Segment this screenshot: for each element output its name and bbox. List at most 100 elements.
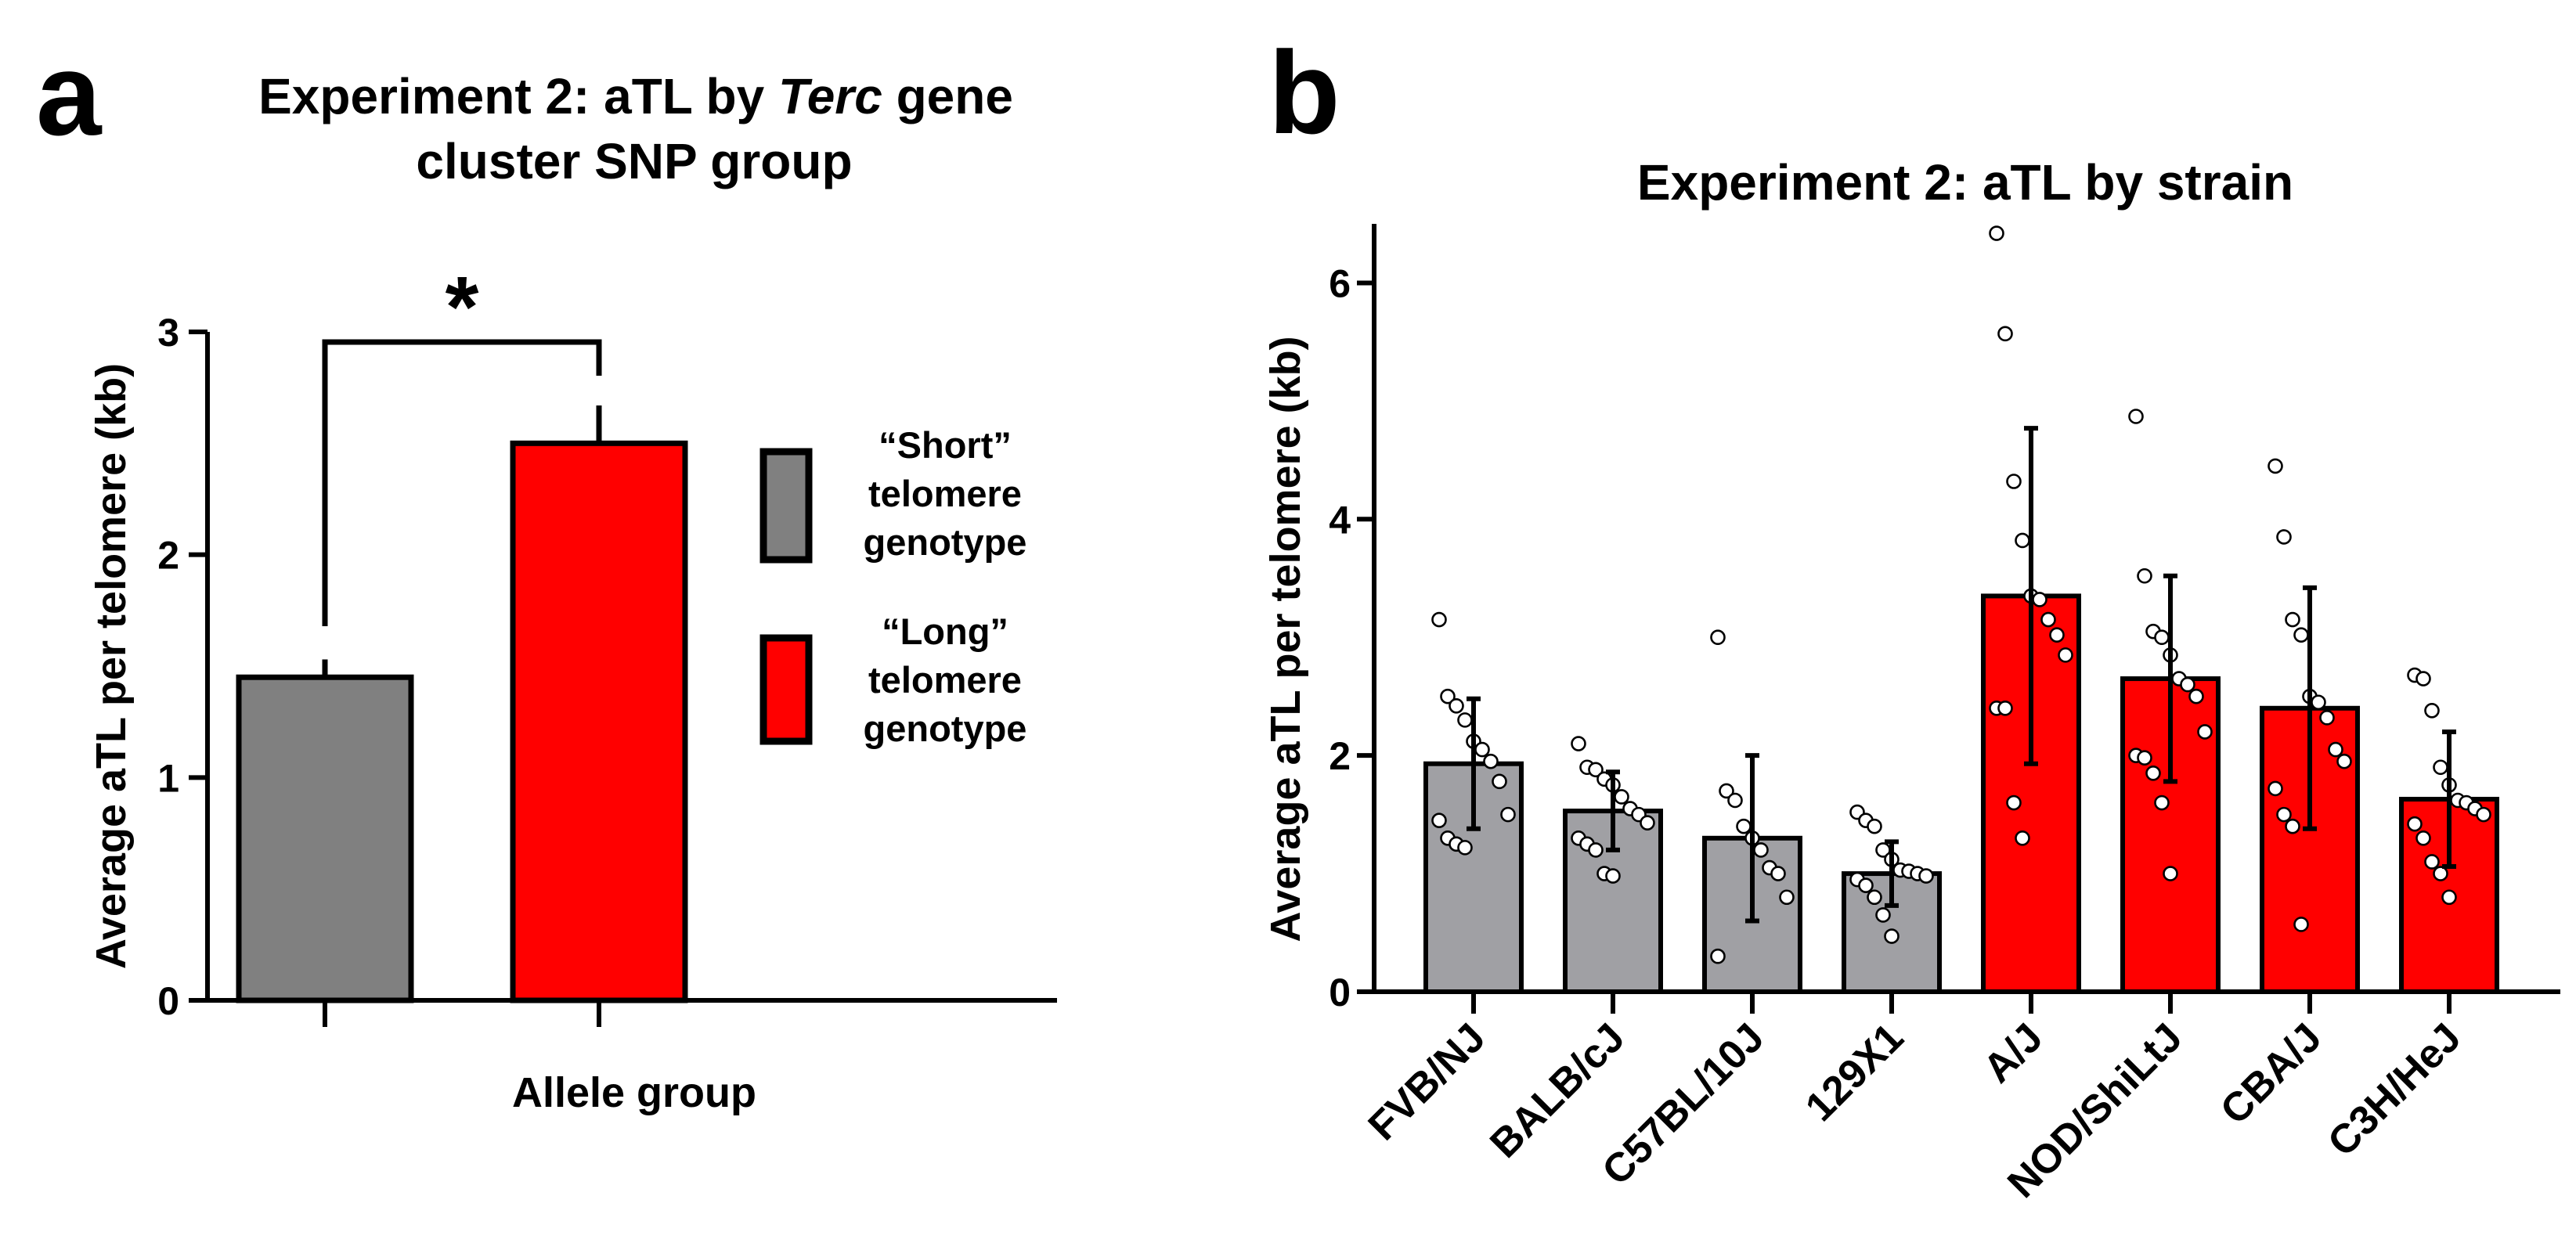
y-tick-label: 0 — [1329, 971, 1351, 1014]
data-point — [2188, 688, 2204, 704]
x-tick-label: FVB/NJ — [1360, 1014, 1495, 1149]
x-tick-label: A/J — [1975, 1014, 2051, 1091]
y-tick-label: 1 — [157, 756, 179, 800]
data-point — [2006, 794, 2022, 811]
legend-label-long: genotype — [864, 708, 1027, 749]
data-point — [2415, 671, 2431, 686]
data-point — [1997, 326, 2013, 342]
legend-label-short: telomere — [868, 473, 1022, 514]
data-point — [1457, 712, 1473, 728]
data-point — [2476, 806, 2491, 823]
data-point — [2040, 611, 2056, 628]
data-point — [2424, 703, 2440, 719]
data-point — [2049, 627, 2065, 643]
data-point — [1719, 783, 1734, 799]
data-point — [2058, 647, 2073, 663]
data-point — [1779, 889, 1795, 906]
data-point — [1858, 877, 1874, 893]
legend-swatch-short — [759, 448, 813, 564]
panel-b-label: b — [1268, 27, 1340, 158]
data-point — [1440, 688, 1456, 704]
panel-a-chart: 0 1 2 3 Average aTL per telomere (kb) Allele … — [88, 259, 1057, 1116]
data-point — [1736, 818, 1752, 834]
data-point — [1753, 842, 1769, 858]
data-point — [2128, 409, 2144, 424]
legend-label-long: “Long” — [882, 611, 1008, 652]
data-point — [1640, 815, 1655, 830]
data-point — [1431, 812, 1447, 828]
panel-a-legend: “Short” telomere genotype “Long” telomere gen… — [759, 424, 1027, 749]
data-point — [1474, 741, 1490, 758]
data-point — [2407, 816, 2423, 832]
panel-b-title: Experiment 2: aTL by strain — [1637, 154, 2293, 211]
legend-label-short: “Short” — [879, 424, 1012, 466]
data-point — [2006, 474, 2022, 489]
x-axis-label: Allele group — [512, 1069, 756, 1116]
y-axis-label: Average aTL per telomere (kb) — [1262, 336, 1309, 942]
data-point — [2285, 818, 2300, 834]
legend-swatch-long — [759, 634, 813, 745]
data-point — [2268, 458, 2283, 474]
data-point — [1449, 697, 1464, 714]
data-point — [2441, 889, 2457, 906]
y-tick-label: 0 — [157, 979, 179, 1023]
data-point — [2154, 794, 2170, 811]
data-point — [1500, 806, 1516, 823]
data-point — [2276, 529, 2292, 545]
data-point — [2015, 532, 2030, 549]
data-point — [2433, 759, 2448, 776]
data-point — [2415, 830, 2431, 846]
y-tick-label: 2 — [157, 534, 179, 578]
y-tick-label: 6 — [1329, 261, 1351, 305]
panel-a-title-line1: Experiment 2: aTL by Terc gene — [258, 68, 1013, 124]
panel-a-title-line2: cluster SNP group — [416, 133, 852, 189]
data-point — [2163, 866, 2178, 881]
data-point — [2336, 753, 2352, 769]
data-point — [2137, 567, 2152, 584]
data-point — [2311, 694, 2326, 711]
data-point — [2145, 765, 2161, 781]
data-point — [1867, 818, 1882, 834]
bar-long — [510, 440, 688, 1003]
data-point — [1588, 762, 1604, 778]
significance-marker: * — [446, 259, 479, 355]
x-tick-label: CBA/J — [2212, 1014, 2330, 1133]
data-point — [2154, 629, 2170, 646]
data-point — [1770, 866, 1786, 881]
significance-bracket — [322, 339, 602, 626]
x-tick-label: 129X1 — [1797, 1014, 1912, 1130]
data-point — [1483, 753, 1499, 769]
legend-label-long: telomere — [868, 659, 1022, 701]
y-tick-label: 2 — [1329, 734, 1351, 778]
data-point — [2032, 592, 2047, 607]
y-tick-label: 3 — [157, 311, 179, 355]
data-point — [2319, 710, 2335, 726]
y-axis-label: Average aTL per telomere (kb) — [88, 363, 135, 969]
data-point — [1997, 700, 2013, 716]
bar-short — [236, 674, 414, 1003]
data-point — [2424, 854, 2440, 870]
data-point — [1989, 225, 2004, 241]
data-point — [2293, 917, 2309, 932]
data-point — [2276, 806, 2292, 823]
data-point — [2328, 741, 2343, 758]
data-point — [1710, 948, 1726, 964]
data-point — [1884, 928, 1900, 944]
panel-a-label: a — [36, 28, 103, 160]
data-point — [1918, 868, 1934, 884]
y-tick-label: 4 — [1329, 498, 1351, 542]
data-point — [1431, 611, 1447, 628]
x-tick-label: C3H/HeJ — [2319, 1014, 2470, 1165]
data-point — [2180, 676, 2195, 693]
data-point — [1605, 868, 1621, 884]
data-point — [2197, 724, 2213, 740]
data-point — [1614, 789, 1629, 805]
data-point — [1457, 840, 1473, 856]
data-point — [1867, 889, 1882, 906]
data-point — [1875, 907, 1891, 923]
data-point — [1710, 629, 1726, 646]
data-point — [2137, 750, 2152, 766]
data-point — [1588, 842, 1604, 858]
data-point — [2268, 780, 2283, 797]
